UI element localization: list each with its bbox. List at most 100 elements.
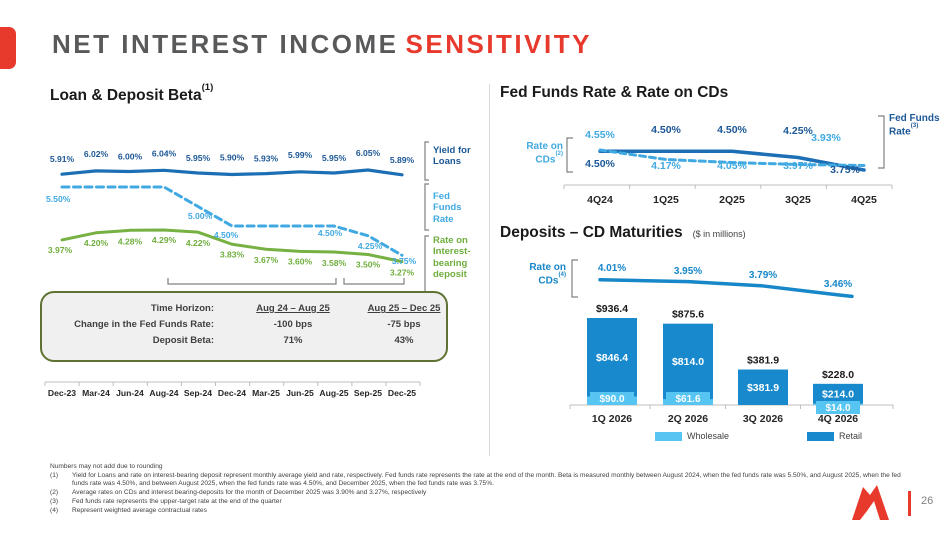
- left-bracket: [566, 137, 573, 173]
- brand-mark: [0, 27, 16, 69]
- retail-bar-segment: [813, 383, 863, 404]
- footer-divider-bar: [908, 491, 911, 516]
- yield-value-label: 5.99%: [288, 150, 313, 160]
- footnote-marker: (3): [50, 497, 59, 505]
- deposit-value-label: 4.22%: [186, 238, 211, 248]
- fed-funds-value-label: 4.25%: [358, 241, 383, 251]
- x-axis-label: 2Q 2026: [668, 413, 708, 425]
- retail-value-label: $846.4: [596, 352, 628, 364]
- table-cell: 71%: [283, 335, 303, 346]
- x-axis-label: 1Q 2026: [592, 413, 632, 425]
- fed-funds-line: [60, 185, 404, 257]
- x-axis-label: 2Q25: [719, 194, 745, 206]
- period-braces: [167, 278, 405, 285]
- wholesale-label-chip: [816, 401, 860, 414]
- footnote-text: Yield for Loans and rate on interest-bea…: [72, 471, 901, 488]
- footnote-ref-2: (2): [555, 150, 563, 158]
- rate-value-label: 3.79%: [749, 270, 777, 281]
- x-axis-label: 4Q25: [851, 194, 877, 206]
- footnote-marker: (4): [50, 506, 59, 514]
- fed-funds-cds-chart: 4Q24 1Q25 2Q25 3Q25 4Q25 4.55% 4.50% 4.50% 4.25%…: [563, 115, 893, 206]
- total-value-label: $875.6: [672, 309, 704, 321]
- logo-glyph: [852, 485, 889, 520]
- x-axis-label: Mar-25: [252, 388, 280, 398]
- rate-on-cds-label: Rate on CDs(2): [497, 141, 563, 166]
- yield-value-label: 6.02%: [84, 149, 109, 159]
- yield-value-label: 5.89%: [390, 155, 415, 165]
- x-axis-label: Sep-24: [184, 388, 212, 398]
- retail-value-label: $214.0: [822, 388, 854, 400]
- footnote: (1) Yield for Loans and rate on interest…: [50, 472, 935, 489]
- total-value-label: $228.0: [822, 369, 854, 381]
- rate-on-cds-line: [598, 277, 854, 299]
- deposit-rate-line: [60, 228, 404, 264]
- x-axis-label: Sep-25: [354, 388, 382, 398]
- cds-value-label: 4.55%: [585, 129, 615, 141]
- x-axis-label: Mar-24: [82, 388, 110, 398]
- retail-bar-segment: [663, 323, 713, 400]
- wholesale-value-label: $61.6: [675, 394, 700, 405]
- retail-value-label: $814.0: [672, 356, 704, 368]
- table-row: Change in the Fed Funds Rate: -100 bps -…: [42, 319, 446, 330]
- fed-funds-rate-series-label: Fed Funds Rate: [433, 191, 462, 225]
- fed-funds-value-label: 4.50%: [651, 124, 681, 136]
- fed-funds-line: [598, 149, 866, 172]
- loan-deposit-beta-title: Loan & Deposit Beta(1): [50, 82, 213, 105]
- fed-funds-cds-title: Fed Funds Rate & Rate on CDs: [500, 84, 729, 101]
- fed-funds-value-label: 4.50%: [214, 230, 239, 240]
- yield-value-label: 5.95%: [186, 153, 211, 163]
- footnote-text: Fed funds rate represents the upper-targ…: [72, 497, 282, 505]
- retail-bar-segment: [738, 369, 788, 405]
- deposit-value-label: 4.20%: [84, 238, 109, 248]
- fed-funds-value-label: 4.50%: [318, 228, 343, 238]
- x-axis-label: Jun-24: [116, 388, 144, 398]
- table-row: Deposit Beta: 71% 43%: [42, 335, 446, 346]
- x-axis-label: 4Q 2026: [818, 413, 858, 425]
- table-row-label: Time Horizon:: [150, 303, 214, 314]
- cd-maturities-title: Deposits – CD Maturities ($ in millions): [500, 224, 746, 242]
- fed-funds-value-label: 4.50%: [717, 124, 747, 136]
- cd-maturities-units: ($ in millions): [692, 229, 746, 239]
- cds-value-label: 4.17%: [651, 160, 681, 172]
- footnote-text: Represent weighted average contractual r…: [72, 506, 207, 514]
- rate-on-cds-4-label-text: Rate on CDs: [529, 262, 566, 287]
- yield-value-label: 5.91%: [50, 154, 75, 164]
- yield-value-label: 5.93%: [254, 154, 279, 164]
- table-row-label: Change in the Fed Funds Rate:: [74, 319, 214, 330]
- deposit-value-label: 3.83%: [220, 249, 245, 259]
- x-axis-label: Dec-24: [218, 388, 246, 398]
- fed-funds-value-label: 3.75%: [392, 256, 417, 266]
- rate-value-label: 4.01%: [598, 263, 626, 274]
- bar-legend: Wholesale Retail: [655, 431, 862, 441]
- footnote-marker: (2): [50, 489, 59, 497]
- footnote: (2) Average rates on CDs and interest be…: [50, 489, 935, 498]
- deposit-value-label: 3.97%: [48, 245, 73, 255]
- footnote-ref-1: (1): [201, 81, 214, 93]
- yield-value-label: 5.90%: [220, 153, 245, 163]
- page-title-accent: SENSITIVITY: [405, 29, 592, 59]
- page-title: NET INTEREST INCOME SENSITIVITY: [52, 29, 592, 60]
- x-axis: [569, 404, 894, 409]
- loan-deposit-beta-title-text: Loan & Deposit Beta: [50, 87, 202, 105]
- footnote: (4) Represent weighted average contractu…: [50, 507, 935, 516]
- table-cell: Aug 24 – Aug 25: [256, 303, 330, 314]
- x-axis-label: 1Q25: [653, 194, 679, 206]
- deposit-value-label: 3.60%: [288, 256, 313, 266]
- x-axis-label: 4Q24: [587, 194, 613, 206]
- x-axis-label: Dec-23: [48, 388, 76, 398]
- deposit-value-label: 3.50%: [356, 259, 381, 269]
- fed-funds-value-label: 4.50%: [585, 158, 615, 170]
- table-row: Time Horizon: Aug 24 – Aug 25 Aug 25 – D…: [42, 303, 446, 314]
- deposit-value-label: 4.29%: [152, 235, 177, 245]
- page-number: 26: [921, 495, 934, 507]
- rate-value-label: 3.46%: [824, 279, 852, 290]
- table-cell: -100 bps: [273, 319, 313, 330]
- wholesale-swatch: [655, 431, 682, 441]
- rate-on-cds-4-label: Rate on CDs(4): [500, 262, 566, 287]
- x-axis: [44, 381, 421, 386]
- fed-funds-value-label: 3.75%: [830, 164, 860, 176]
- yield-for-loans-line: [60, 168, 404, 177]
- wholesale-value-label: $14.0: [825, 403, 850, 414]
- wholesale-label-chip: [590, 392, 634, 405]
